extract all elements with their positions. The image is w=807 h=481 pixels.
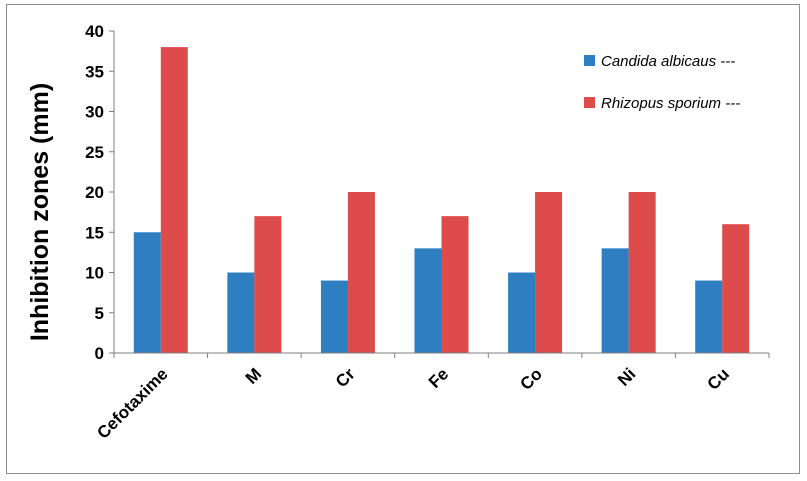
x-tick-labels: Cefotaxime M Cr Fe Co Ni Cu [93,364,733,442]
y-tick-label: 10 [85,264,104,283]
x-tick-label-cefotaxime: Cefotaxime [93,364,171,442]
y-tick-label: 0 [95,344,104,363]
legend: Candida albicaus --- Rhizopus sporium --- [584,53,740,112]
y-tick-labels: 0 5 10 15 20 25 30 35 40 [85,22,104,363]
x-tick-label-co: Co [516,364,545,393]
bar-candida-ni [601,248,629,353]
y-tick-label: 20 [85,183,104,202]
x-tick-label-cr: Cr [332,364,359,391]
y-tick-label: 40 [85,22,104,41]
legend-swatch-rhizopus [584,97,595,108]
bar-rhizopus-fe [441,216,469,353]
x-tick-label-ni: Ni [614,364,639,389]
legend-swatch-candida [584,55,595,66]
y-tick-label: 15 [85,223,104,242]
bar-candida-cr [320,280,348,353]
x-tick-label-m: M [242,364,265,387]
bar-rhizopus-ni [628,192,656,353]
axes-layer [109,30,770,358]
bar-candida-cu [695,280,723,353]
bar-candida-cefotaxime [133,232,161,353]
bars-layer [133,47,750,353]
bar-candida-co [508,272,536,353]
y-tick-label: 5 [95,304,104,323]
bar-candida-fe [414,248,442,353]
bar-rhizopus-co [535,192,563,353]
y-axis-label: Inhibition zones (mm) [26,83,54,341]
bar-rhizopus-cefotaxime [160,47,188,353]
bar-rhizopus-cr [347,192,375,353]
bar-rhizopus-m [254,216,282,353]
y-tick-label: 35 [85,62,104,81]
x-tick-label-fe: Fe [425,364,452,391]
y-tick-label: 25 [85,143,104,162]
y-tick-label: 30 [85,103,104,122]
legend-label-candida: Candida albicaus --- [601,53,735,70]
x-tick-label-cu: Cu [704,364,733,393]
legend-label-rhizopus: Rhizopus sporium --- [601,95,740,112]
bar-rhizopus-cu [722,224,750,353]
bar-candida-m [227,272,255,353]
